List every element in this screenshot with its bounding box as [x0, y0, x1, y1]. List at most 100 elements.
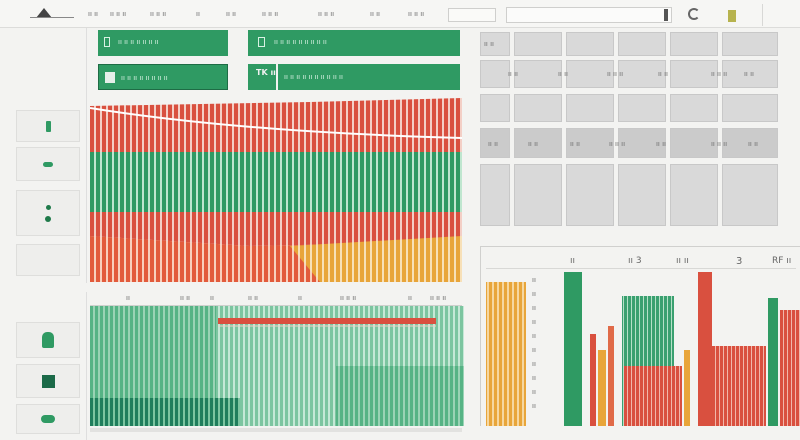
cell-r4-c4[interactable] — [618, 128, 666, 158]
toolbar-search-box[interactable] — [448, 8, 496, 22]
toolbar-item-2[interactable]: ıı ıı ıı — [110, 10, 127, 18]
banner-mid-right-label: TK ıı — [256, 68, 276, 77]
sidebar-button-7[interactable] — [16, 404, 80, 434]
top-toolbar: ıı ıı ıı ıı ıı ıı ıı ıı ıı ıı ıı ıı ıı ı… — [0, 0, 800, 28]
active-tab-indicator[interactable] — [728, 10, 736, 22]
bar-green-tall — [564, 272, 582, 426]
banner-top-left[interactable]: ıı ıı ıı ıı ıı ıı ıı — [98, 30, 228, 56]
bar-chart-frame — [480, 246, 800, 426]
cell-r1-c4[interactable] — [618, 32, 666, 56]
cell-r1-c5[interactable] — [670, 32, 718, 56]
axis-label-7: ıı — [532, 360, 536, 368]
dropdown-icon[interactable] — [664, 9, 668, 21]
banner-mid-left-text: ıı ıı ıı ıı ıı ıı ıı ıı — [121, 74, 168, 82]
cell-r1-c1[interactable] — [480, 32, 510, 56]
band-curve — [90, 107, 462, 139]
cell-r4-c3[interactable] — [566, 128, 614, 158]
cell-r3-c2[interactable] — [514, 94, 562, 122]
toolbar-item-1[interactable]: ıı ıı — [88, 10, 99, 18]
row2-text-1: ıı ıı — [507, 70, 518, 78]
cell-r2-c3[interactable] — [566, 60, 614, 88]
cell-r5-c5[interactable] — [670, 164, 718, 226]
row2-text-2: ıı ıı — [557, 70, 568, 78]
cell-r5-c4[interactable] — [618, 164, 666, 226]
band-red-mid — [90, 212, 462, 246]
lower-left-header: ıı ıı ıı ıı ıı ıı ıı ıı ıı ıı ıı ıı ıı ı… — [90, 292, 462, 306]
cell-r2-c4[interactable] — [618, 60, 666, 88]
axis-label-1: ıı — [532, 276, 536, 284]
pill-icon — [41, 415, 55, 423]
toolbar-item-4[interactable]: ıı — [196, 10, 200, 18]
green-grid-chart[interactable] — [90, 306, 464, 426]
axis-label-2: ıı — [532, 290, 536, 298]
header-label-3: ıı — [210, 294, 214, 302]
cell-r1-c6[interactable] — [722, 32, 778, 56]
cell-r1-c3[interactable] — [566, 32, 614, 56]
banner-mid-left[interactable]: ıı ıı ıı ıı ıı ıı ıı ıı — [98, 64, 228, 90]
bar-orange-small — [598, 350, 606, 426]
cell-r3-c5[interactable] — [670, 94, 718, 122]
toolbar-item-5[interactable]: ıı ıı — [226, 10, 237, 18]
cell-r4-c1[interactable] — [480, 128, 510, 158]
bar-green-right — [768, 298, 778, 426]
striped-band-chart[interactable] — [90, 96, 462, 282]
sidebar-button-5[interactable] — [16, 322, 80, 358]
bar-red-small-2 — [608, 326, 614, 426]
dots-icon — [45, 204, 51, 210]
cell-r4-c6[interactable] — [722, 128, 778, 158]
address-bar[interactable] — [506, 7, 672, 23]
bar-chart[interactable] — [484, 270, 800, 426]
bookmark-icon — [42, 332, 54, 348]
toolbar-item-3[interactable]: ıı ıı ıı — [150, 10, 167, 18]
sidebar-button-6[interactable] — [16, 364, 80, 398]
toolbar-item-9[interactable]: ıı ıı ıı — [408, 10, 425, 18]
cell-r2-c2[interactable] — [514, 60, 562, 88]
cell-r3-c3[interactable] — [566, 94, 614, 122]
row4-text-6: ıı ıı ıı — [710, 140, 728, 148]
cell-r2-c1[interactable] — [480, 60, 510, 88]
toolbar-item-6[interactable]: ıı ıı ıı — [262, 10, 279, 18]
cell-r3-c4[interactable] — [618, 94, 666, 122]
cell-r3-c1[interactable] — [480, 94, 510, 122]
cell-r2-c6[interactable] — [722, 60, 778, 88]
refresh-icon[interactable] — [688, 8, 700, 20]
logo-underline — [30, 17, 74, 18]
sidebar-frame-top — [7, 28, 87, 283]
cell-r5-c1[interactable] — [480, 164, 510, 226]
header-label-4: ıı ıı — [248, 294, 259, 302]
row2-text-3: ıı ıı ıı — [606, 70, 624, 78]
dots-icon-lower — [45, 215, 51, 222]
bar-red-small-1 — [590, 334, 596, 426]
bar-chart-header-3: ıı ıı — [676, 256, 689, 266]
spreadsheet-grid: ıı ıı ıı ıı ıı ıı ıı ıı ıı ıı ıı ıı ıı ı… — [478, 32, 782, 230]
cell-r5-c3[interactable] — [566, 164, 614, 226]
cell-r4-c5[interactable] — [670, 128, 718, 158]
cell-r3-c6[interactable] — [722, 94, 778, 122]
toolbar-item-8[interactable]: ıı ıı — [370, 10, 381, 18]
axis-label-10: ıı — [532, 402, 536, 410]
toolbar-item-7[interactable]: ıı ıı ıı — [318, 10, 335, 18]
cell-r2-c5[interactable] — [670, 60, 718, 88]
bar-yellow-block — [486, 282, 526, 426]
axis-label-6: ıı — [532, 346, 536, 354]
row4-text-3: ıı ıı — [569, 140, 580, 148]
sidebar-button-1[interactable] — [16, 110, 80, 142]
triangle-logo-icon[interactable] — [36, 8, 52, 18]
axis-label-5: ıı — [532, 332, 536, 340]
row-label-1: ıı ıı — [483, 40, 494, 48]
banner-mid-right[interactable]: TK ıı ıı ıı ıı ıı ıı ıı ıı ıı ıı ıı — [248, 64, 460, 90]
sidebar-button-4[interactable] — [16, 244, 80, 276]
bar-red-cluster — [624, 366, 682, 426]
sidebar-button-3[interactable] — [16, 190, 80, 236]
grid-lower-strip — [336, 398, 464, 426]
banner-top-right[interactable]: ıı ıı ıı ıı ıı ıı ıı ıı ıı — [248, 30, 460, 56]
sidebar-button-2[interactable] — [16, 147, 80, 181]
bar-chart-header-5: RF ıı — [772, 256, 792, 266]
axis-label-8: ıı — [532, 374, 536, 382]
cell-r5-c2[interactable] — [514, 164, 562, 226]
cell-r4-c2[interactable] — [514, 128, 562, 158]
bottom-scroll-track[interactable] — [90, 428, 462, 432]
cell-r5-c6[interactable] — [722, 164, 778, 226]
cell-r1-c2[interactable] — [514, 32, 562, 56]
bar-chart-header-2: ıı 3 — [628, 256, 642, 266]
